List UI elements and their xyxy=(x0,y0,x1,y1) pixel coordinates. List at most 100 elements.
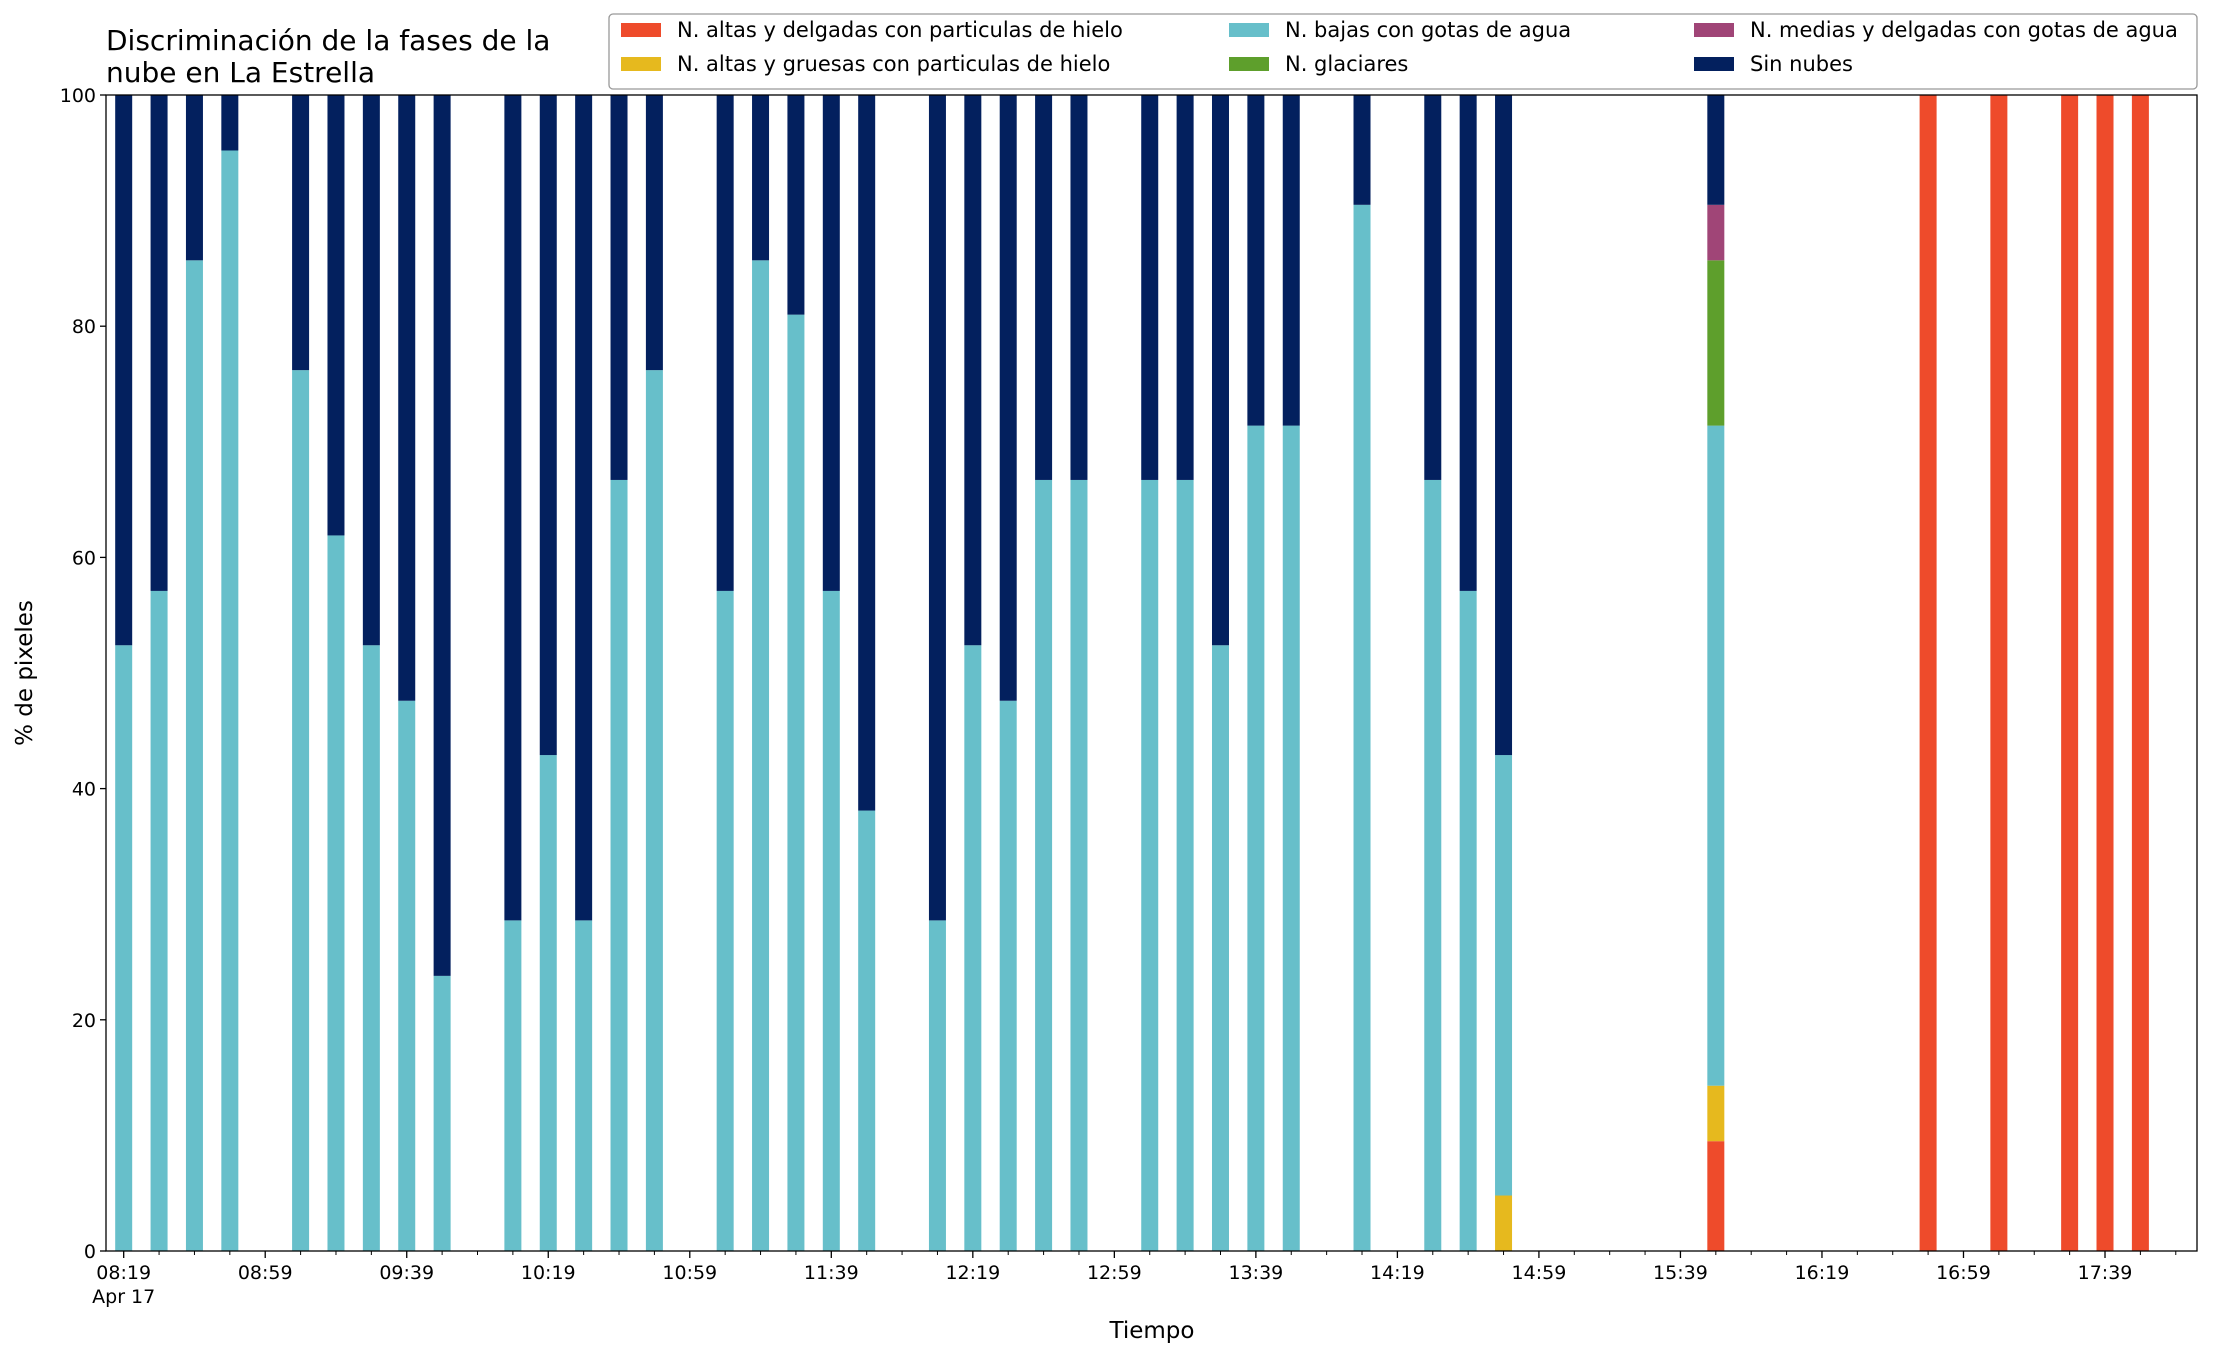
x-tick-label: 11:39 xyxy=(804,1262,859,1284)
x-tick-label: 10:19 xyxy=(521,1262,576,1284)
bar-segment xyxy=(1424,479,1442,1251)
x-tick-label: 08:19 xyxy=(96,1262,151,1284)
bar-segment xyxy=(1990,95,2008,1251)
legend-label: Sin nubes xyxy=(1750,52,1853,76)
bar-segment xyxy=(1707,204,1725,261)
legend-swatch xyxy=(621,23,661,37)
bar-segment xyxy=(1282,95,1300,426)
x-tick-label: 15:39 xyxy=(1653,1262,1708,1284)
legend-box xyxy=(608,13,2198,90)
bar-segment xyxy=(1459,590,1477,1251)
bar-segment xyxy=(787,95,805,315)
bar-segment xyxy=(362,645,380,1251)
x-tick-label: 08:59 xyxy=(238,1262,293,1284)
bar-segment xyxy=(575,95,593,921)
x-tick-label: 12:19 xyxy=(945,1262,1000,1284)
bar-segment xyxy=(1035,95,1053,480)
bar-segment xyxy=(398,95,416,701)
y-tick-label: 80 xyxy=(72,316,96,338)
bar-segment xyxy=(292,370,310,1251)
bar-segment xyxy=(752,95,770,261)
legend-label: N. bajas con gotas de agua xyxy=(1285,18,1571,42)
x-tick-label: 13:39 xyxy=(1228,1262,1283,1284)
bar-segment xyxy=(433,975,451,1251)
bar-segment xyxy=(1211,645,1229,1251)
bar-segment xyxy=(964,645,982,1251)
legend-swatch xyxy=(1229,57,1269,71)
bar-segment xyxy=(292,95,310,371)
bar-segment xyxy=(1424,95,1442,480)
bar-segment xyxy=(504,920,522,1251)
bar-segment xyxy=(1495,1195,1513,1251)
bar-segment xyxy=(1211,95,1229,646)
bar-segment xyxy=(1282,425,1300,1252)
y-tick-label: 0 xyxy=(84,1241,96,1263)
bar-segment xyxy=(716,590,734,1251)
bar-segment xyxy=(645,370,663,1251)
x-tick-label: 10:59 xyxy=(662,1262,717,1284)
bar-segment xyxy=(575,920,593,1251)
bar-segment xyxy=(1247,95,1265,426)
x-tick-label: 09:39 xyxy=(379,1262,434,1284)
y-axis-label: % de pixeles xyxy=(12,600,38,746)
bar-segment xyxy=(150,95,168,591)
y-tick-label: 20 xyxy=(72,1010,96,1032)
legend-swatch xyxy=(1229,23,1269,37)
bar-segment xyxy=(2061,95,2079,1251)
legend-swatch xyxy=(1694,57,1734,71)
bar-segment xyxy=(362,95,380,646)
bar-segment xyxy=(964,95,982,646)
bar-segment xyxy=(645,95,663,371)
legend-swatch xyxy=(1694,23,1734,37)
x-tick-label: 12:59 xyxy=(1087,1262,1142,1284)
y-tick-label: 100 xyxy=(60,85,96,107)
bar-segment xyxy=(999,95,1017,701)
chart-title: Discriminación de la fases de la nube en … xyxy=(106,24,550,89)
x-tick-label: 17:39 xyxy=(2078,1262,2133,1284)
bar-segment xyxy=(1919,95,1937,1251)
bar-segment xyxy=(539,95,557,756)
bar-segment xyxy=(822,590,840,1251)
bar-segment xyxy=(1707,425,1725,1086)
legend-label: N. glaciares xyxy=(1285,52,1408,76)
bar-segment xyxy=(221,95,239,151)
bar-segment xyxy=(858,810,876,1251)
bar-segment xyxy=(1141,479,1159,1251)
legend-swatch xyxy=(621,57,661,71)
bar-segment xyxy=(1070,95,1088,480)
bar-segment xyxy=(185,260,203,1252)
bar-segment xyxy=(185,95,203,261)
bar-segment xyxy=(327,95,345,536)
x-date-label: Apr 17 xyxy=(92,1286,155,1308)
bar-segment xyxy=(1495,755,1513,1196)
bar-segment xyxy=(752,260,770,1252)
bar-segment xyxy=(858,95,876,811)
bar-segment xyxy=(1353,95,1371,205)
bar-segment xyxy=(716,95,734,591)
bar-segment xyxy=(433,95,451,976)
bar-segment xyxy=(1707,1141,1725,1251)
bar-segment xyxy=(1707,260,1725,426)
bar-segment xyxy=(327,535,345,1251)
bar-segment xyxy=(1070,479,1088,1251)
bar-segment xyxy=(221,150,239,1251)
bar-segment xyxy=(1707,1085,1725,1142)
bar-segment xyxy=(150,590,168,1251)
bar-segment xyxy=(2131,95,2149,1251)
bar-segment xyxy=(1495,95,1513,756)
y-tick-label: 40 xyxy=(72,779,96,801)
bar-segment xyxy=(822,95,840,591)
bar-segment xyxy=(504,95,522,921)
bar-segment xyxy=(1459,95,1477,591)
bar-segment xyxy=(539,755,557,1251)
bar-segment xyxy=(787,314,805,1251)
plot-frame xyxy=(105,94,2198,1252)
x-tick-label: 16:59 xyxy=(1936,1262,1991,1284)
bar-segment xyxy=(610,95,628,480)
x-axis-label: Tiempo xyxy=(1109,1318,1195,1344)
bar-segment xyxy=(610,479,628,1251)
bar-segment xyxy=(1247,425,1265,1252)
bar-segment xyxy=(115,645,133,1251)
legend-label: N. medias y delgadas con gotas de agua xyxy=(1750,18,2178,42)
